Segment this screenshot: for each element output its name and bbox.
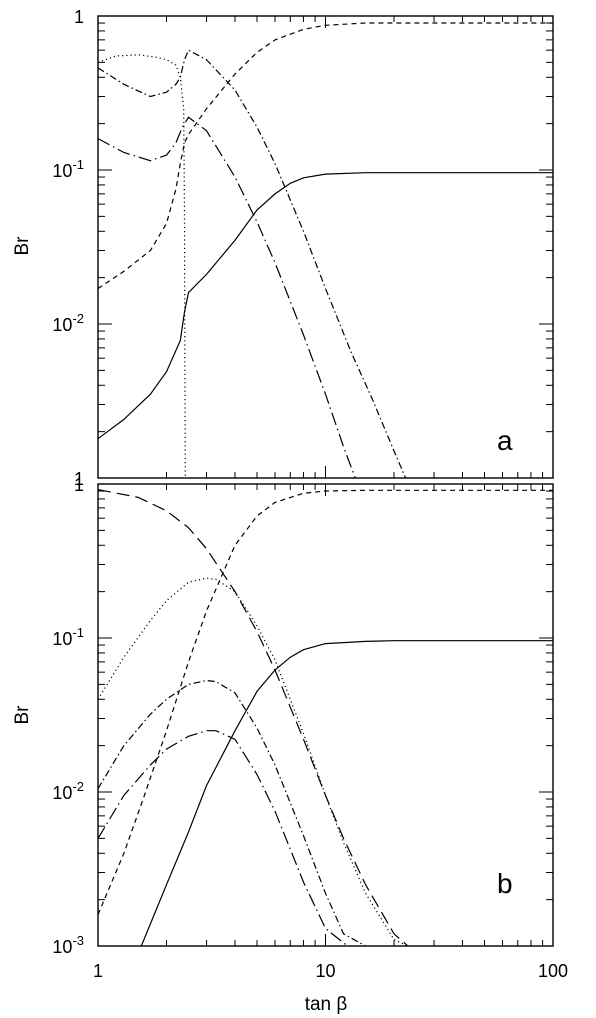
panel-label: a xyxy=(497,425,513,456)
y-tick-label: 1 xyxy=(74,475,84,495)
series-dash-dot xyxy=(98,679,366,946)
y-tick-label: 10-1 xyxy=(52,625,84,649)
panel-a: 1 10-1 10-2 1 a xyxy=(52,7,554,489)
y-tick-label: 10-2 xyxy=(52,779,84,803)
y-tick-label: 10-3 xyxy=(52,933,84,957)
y-tick-label: 10-1 xyxy=(52,157,84,181)
plot-frame xyxy=(97,483,554,947)
y-axis-label-b: Br xyxy=(12,705,33,725)
series-dotted xyxy=(98,54,186,478)
y-tick-label: 10-2 xyxy=(52,311,84,335)
x-axis-label: tan β xyxy=(305,994,348,1015)
panel-label: b xyxy=(497,868,513,899)
series-dash-dot xyxy=(98,49,407,478)
series-solid xyxy=(140,640,553,946)
series-short-dash xyxy=(98,489,553,915)
panel-b: 1 10-1 10-2 10-3 1 10 100 b xyxy=(52,475,568,981)
series-dotted xyxy=(98,577,409,946)
series-long-dash-dot xyxy=(98,730,348,946)
series-long-dash-dot xyxy=(98,116,356,478)
y-axis-label-a: Br xyxy=(12,236,33,256)
x-tick-label: 100 xyxy=(538,961,568,981)
series-short-dash xyxy=(98,22,553,289)
series-long-dash xyxy=(98,489,409,946)
x-tick-label: 1 xyxy=(93,961,103,981)
x-tick-label: 10 xyxy=(315,961,335,981)
y-tick-label: 1 xyxy=(74,7,84,27)
plot-frame xyxy=(97,15,554,479)
series-solid xyxy=(98,172,553,440)
y-tick-label: 1 xyxy=(74,469,84,489)
